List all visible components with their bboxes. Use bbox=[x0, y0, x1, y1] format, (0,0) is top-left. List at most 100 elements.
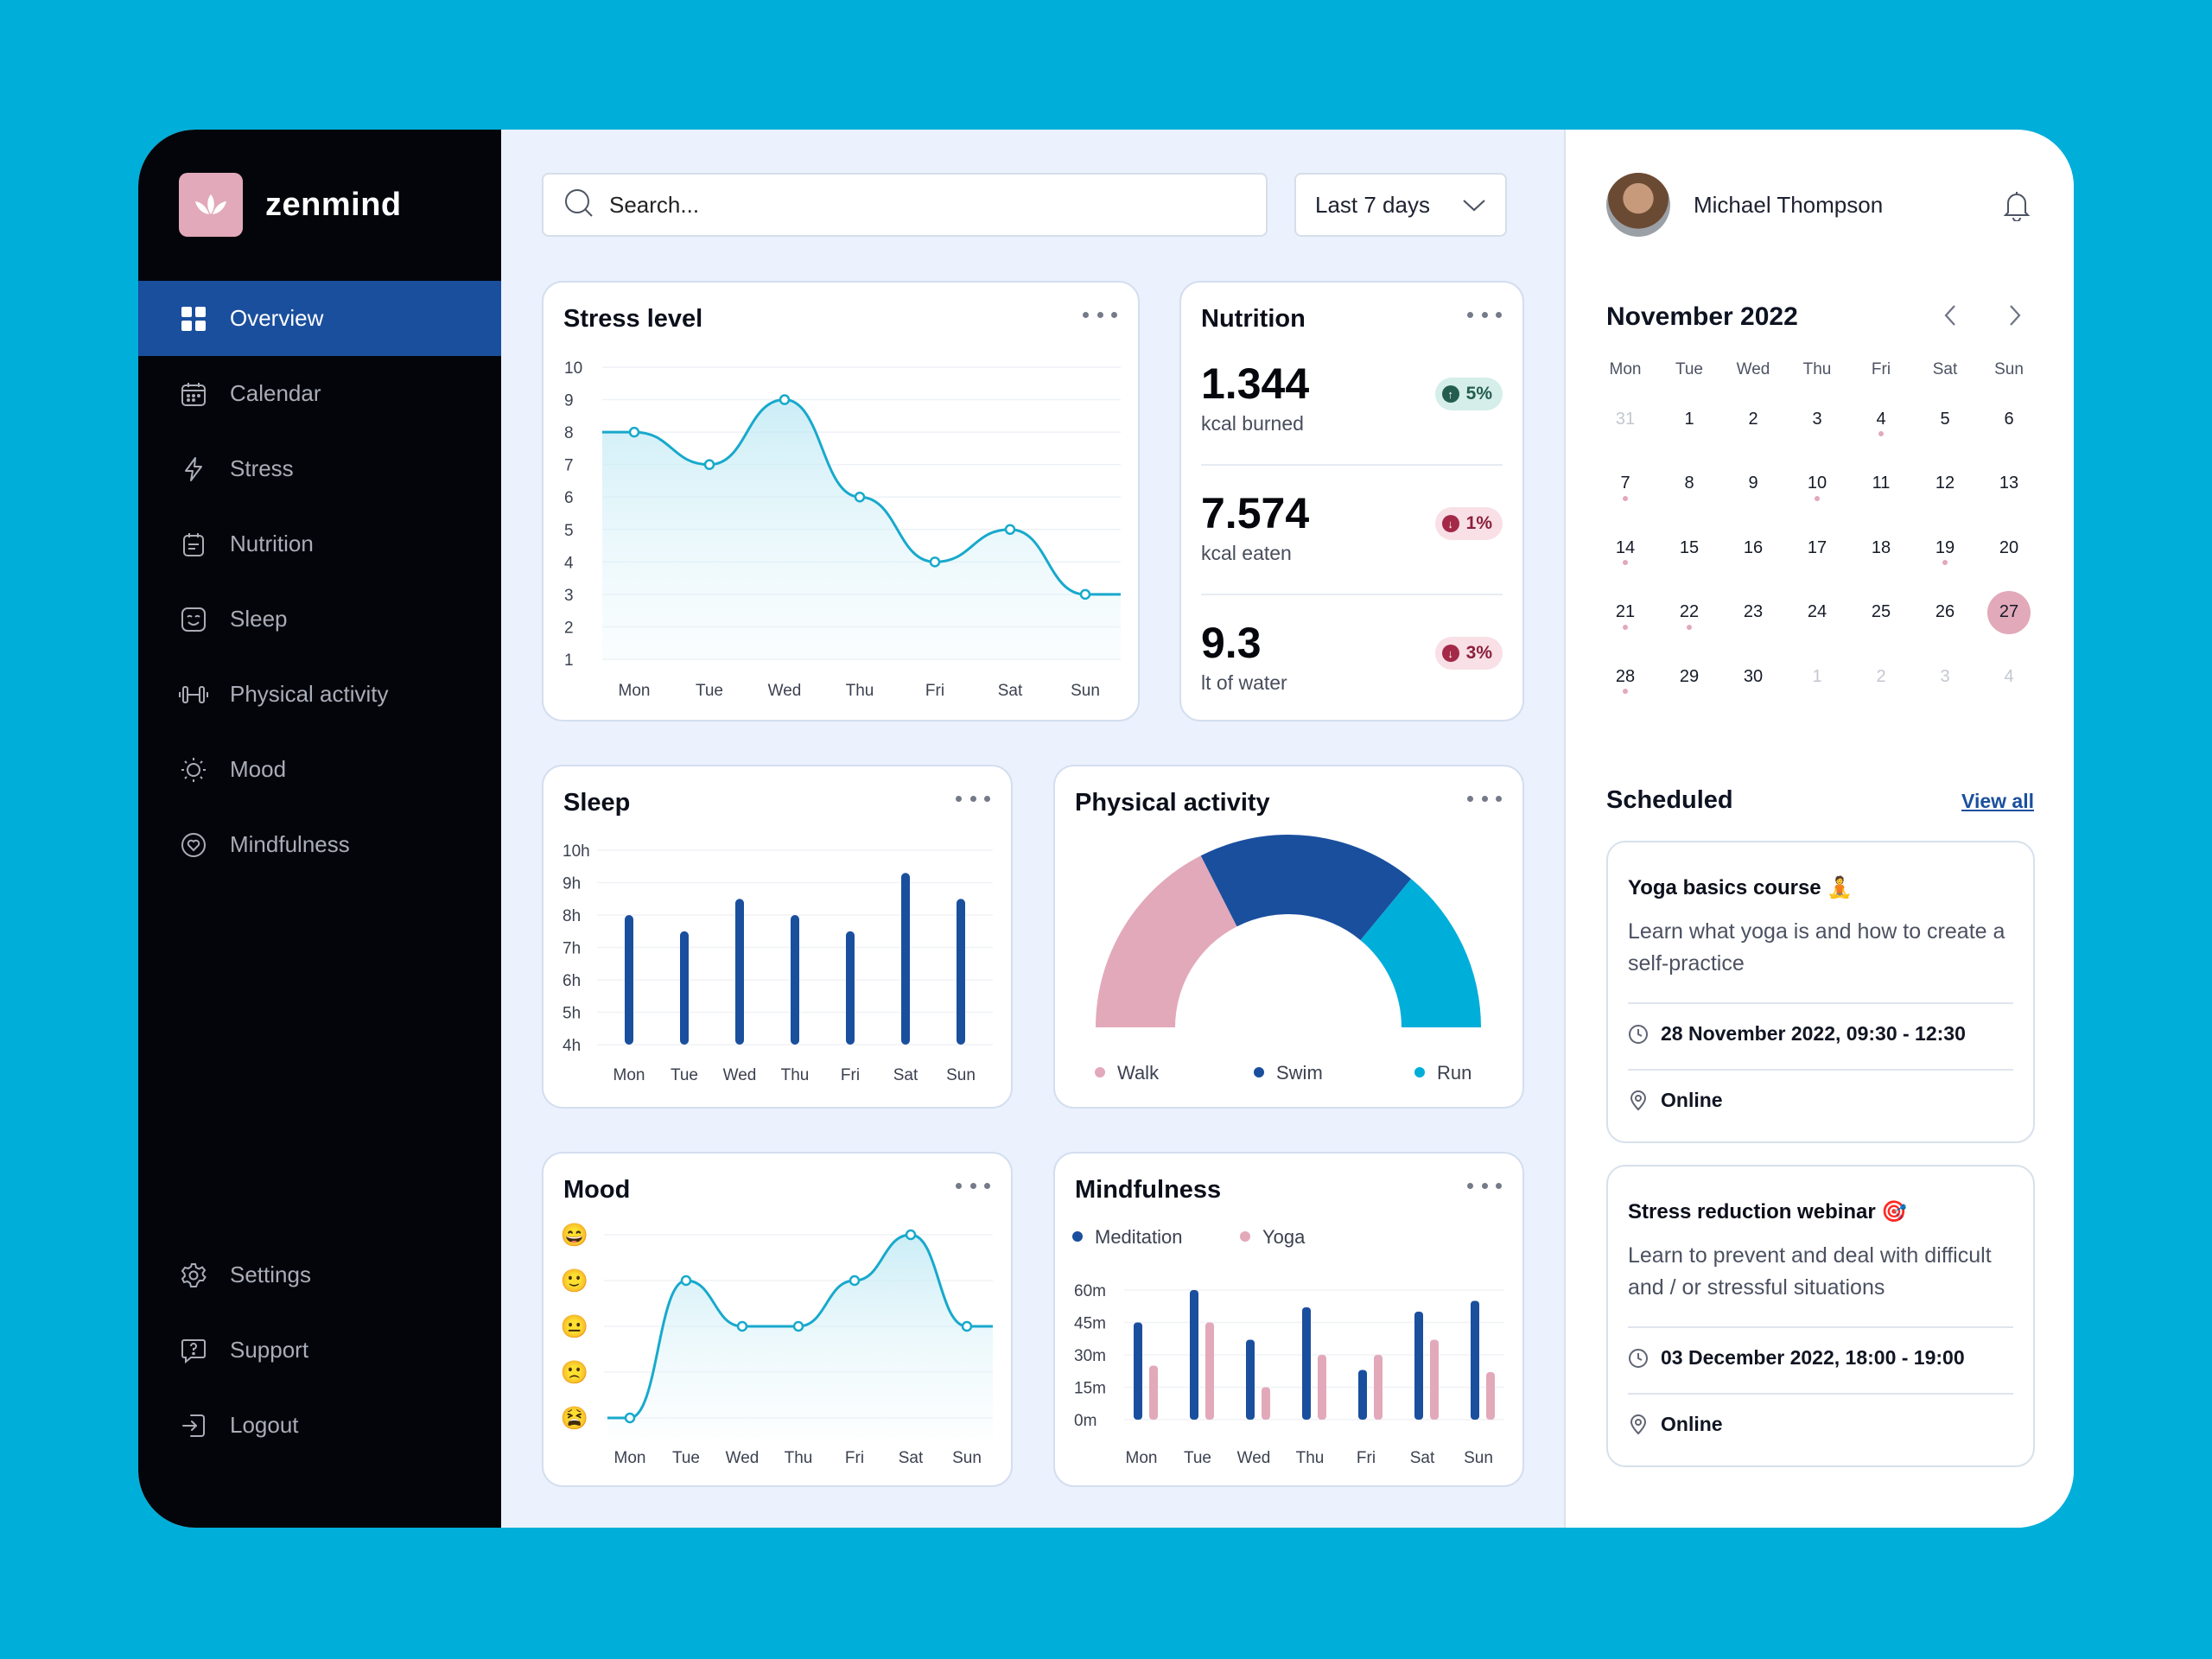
calendar-day-selected[interactable]: 27 bbox=[1977, 581, 2041, 645]
calendar-day[interactable]: 16 bbox=[1721, 516, 1785, 581]
event-card[interactable]: Yoga basics course 🧘 Learn what yoga is a… bbox=[1606, 841, 2035, 1143]
calendar-day[interactable]: 6 bbox=[1977, 387, 2041, 452]
calendar-day[interactable]: 18 bbox=[1849, 516, 1913, 581]
calendar-day[interactable]: 5 bbox=[1913, 387, 1977, 452]
y-tick-label: 7h bbox=[563, 940, 581, 958]
calendar-day[interactable]: 7 bbox=[1593, 452, 1657, 517]
nav-item-calendar[interactable]: Calendar bbox=[138, 356, 501, 431]
day-number: 7 bbox=[1620, 474, 1630, 493]
calendar-day[interactable]: 19 bbox=[1913, 516, 1977, 581]
calendar-day[interactable]: 30 bbox=[1721, 645, 1785, 709]
calendar-day[interactable]: 8 bbox=[1657, 452, 1721, 517]
calendar-day[interactable]: 26 bbox=[1913, 581, 1977, 645]
event-card[interactable]: Stress reduction webinar 🎯 Learn to preve… bbox=[1606, 1165, 2035, 1467]
x-tick-label: Sat bbox=[893, 1066, 918, 1084]
x-tick-label: Fri bbox=[1357, 1449, 1376, 1467]
y-tick-label: 45m bbox=[1074, 1315, 1106, 1333]
calendar-day[interactable]: 31 bbox=[1593, 387, 1657, 452]
day-number: 18 bbox=[1871, 537, 1891, 557]
nav-item-stress[interactable]: Stress bbox=[138, 431, 501, 506]
event-indicator bbox=[1623, 495, 1628, 501]
search-input[interactable] bbox=[609, 191, 1214, 219]
search-bar[interactable] bbox=[542, 173, 1268, 237]
calendar-day[interactable]: 24 bbox=[1785, 581, 1849, 645]
more-options-button[interactable] bbox=[1467, 792, 1502, 804]
nav-item-support[interactable]: Support bbox=[138, 1313, 501, 1388]
legend-label: Run bbox=[1437, 1062, 1471, 1084]
view-all-link[interactable]: View all bbox=[1961, 790, 2034, 812]
calendar-day[interactable]: 29 bbox=[1657, 645, 1721, 709]
calendar-day[interactable]: 12 bbox=[1913, 452, 1977, 517]
y-tick-label: 9 bbox=[564, 392, 574, 410]
more-options-button[interactable] bbox=[1467, 1179, 1502, 1192]
y-tick-label: 15m bbox=[1074, 1380, 1106, 1398]
calendar-day[interactable]: 1 bbox=[1657, 387, 1721, 452]
slice bbox=[1096, 855, 1237, 1027]
calendar-day[interactable]: 3 bbox=[1785, 387, 1849, 452]
calendar-day[interactable]: 4 bbox=[1849, 387, 1913, 452]
x-tick-label: Sat bbox=[998, 682, 1023, 700]
event-indicator bbox=[1815, 495, 1820, 501]
user-profile[interactable]: Michael Thompson bbox=[1606, 173, 1883, 237]
nav-item-sleep[interactable]: Sleep bbox=[138, 582, 501, 657]
arrow-down-icon: ↓ bbox=[1441, 515, 1459, 532]
bell-icon[interactable] bbox=[2003, 190, 2031, 226]
day-number: 4 bbox=[1876, 409, 1886, 429]
bar bbox=[1430, 1339, 1439, 1420]
brand: zenmind bbox=[179, 173, 402, 237]
mindfulness-chart: 0m 15m 30m 45m 60m Meditation Yoga Mon Tue Wed Thu… bbox=[1072, 1226, 1504, 1467]
more-options-button[interactable] bbox=[1083, 308, 1117, 321]
calendar-day[interactable]: 13 bbox=[1977, 452, 2041, 517]
chevron-right-icon[interactable] bbox=[2008, 304, 2022, 333]
day-number: 27 bbox=[1987, 590, 2031, 634]
calendar-day[interactable]: 1 bbox=[1785, 645, 1849, 709]
x-tick-label: Wed bbox=[768, 682, 802, 700]
more-options-button[interactable] bbox=[1467, 308, 1502, 321]
nav-item-logout[interactable]: Logout bbox=[138, 1388, 501, 1463]
bar bbox=[1486, 1372, 1495, 1420]
day-number: 17 bbox=[1807, 537, 1827, 557]
data-point bbox=[624, 1412, 636, 1424]
card-title: Mood bbox=[563, 1176, 631, 1204]
calendar-grid: Mon Tue Wed Thu Fri Sat Sun 31 1 2 3 4 5 6 7 8 9 10 11 12 13… bbox=[1593, 353, 2043, 709]
calendar-day[interactable]: 4 bbox=[1977, 645, 2041, 709]
more-options-button[interactable] bbox=[956, 1179, 990, 1192]
nav-item-overview[interactable]: Overview bbox=[138, 281, 501, 356]
nav-item-physical-activity[interactable]: Physical activity bbox=[138, 657, 501, 732]
data-point bbox=[703, 459, 715, 470]
stat-value: 1.344 bbox=[1201, 359, 1310, 408]
mood-emoji-label: 🙁 bbox=[561, 1359, 588, 1385]
calendar-day[interactable]: 14 bbox=[1593, 516, 1657, 581]
chevron-left-icon[interactable] bbox=[1943, 304, 1957, 333]
calendar-day[interactable]: 25 bbox=[1849, 581, 1913, 645]
calendar-day[interactable]: 11 bbox=[1849, 452, 1913, 517]
nav-item-settings[interactable]: Settings bbox=[138, 1237, 501, 1313]
brand-name: zenmind bbox=[265, 186, 402, 223]
calendar-day[interactable]: 9 bbox=[1721, 452, 1785, 517]
sleep-chart: 4h 5h 6h 7h 8h 9h 10h Mon Tue Wed Thu Fri Sat Sun bbox=[563, 842, 993, 1084]
more-options-button[interactable] bbox=[956, 792, 990, 804]
calendar-day[interactable]: 3 bbox=[1913, 645, 1977, 709]
calendar-day[interactable]: 22 bbox=[1657, 581, 1721, 645]
x-tick-label: Sat bbox=[1410, 1449, 1435, 1467]
calendar-day[interactable]: 21 bbox=[1593, 581, 1657, 645]
calendar-day[interactable]: 17 bbox=[1785, 516, 1849, 581]
help-icon bbox=[179, 1336, 208, 1365]
x-tick-label: Thu bbox=[846, 682, 874, 700]
calendar-day[interactable]: 23 bbox=[1721, 581, 1785, 645]
calendar-day[interactable]: 10 bbox=[1785, 452, 1849, 517]
calendar-day[interactable]: 20 bbox=[1977, 516, 2041, 581]
nav-item-mindfulness[interactable]: Mindfulness bbox=[138, 807, 501, 882]
card-title: Nutrition bbox=[1201, 305, 1306, 333]
y-tick-label: 4h bbox=[563, 1037, 581, 1055]
nav-item-nutrition[interactable]: Nutrition bbox=[138, 506, 501, 582]
nav-item-mood[interactable]: Mood bbox=[138, 732, 501, 807]
calendar-day[interactable]: 2 bbox=[1721, 387, 1785, 452]
calendar-day[interactable]: 2 bbox=[1849, 645, 1913, 709]
event-indicator bbox=[1942, 560, 1948, 565]
calendar-day[interactable]: 15 bbox=[1657, 516, 1721, 581]
date-range-select[interactable]: Last 7 days bbox=[1294, 173, 1507, 237]
stat-label: lt of water bbox=[1201, 671, 1287, 694]
bar bbox=[1246, 1339, 1255, 1420]
calendar-day[interactable]: 28 bbox=[1593, 645, 1657, 709]
